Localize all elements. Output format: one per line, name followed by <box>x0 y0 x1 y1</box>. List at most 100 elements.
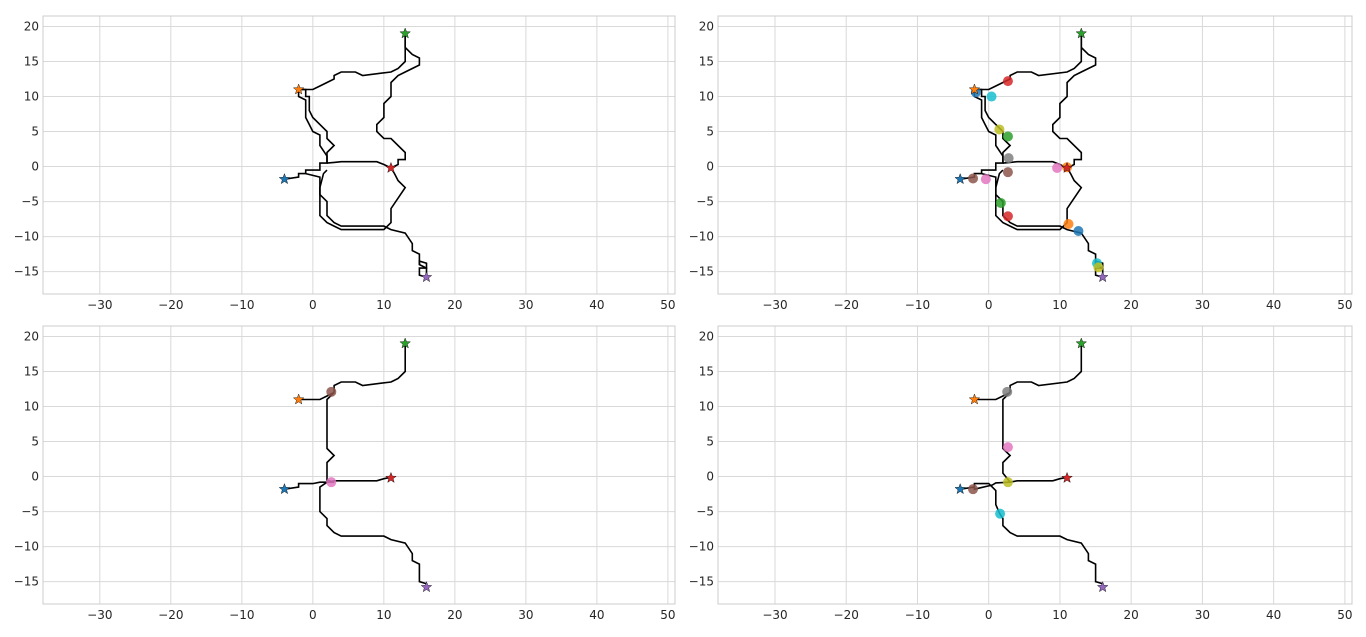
y-tick-label: 10 <box>699 400 714 414</box>
route-path <box>974 33 1083 91</box>
star-marker-blue <box>954 483 966 495</box>
chart-panel-bottom-left: −30 −20 −10 0 10 20 30 40 50 −15 −10 −5 0 5 10 15 20 <box>14 325 676 622</box>
route-path <box>319 167 407 231</box>
y-tick-label: 15 <box>699 365 714 379</box>
star-marker-green <box>399 337 411 349</box>
y-tick-label: 5 <box>706 435 714 449</box>
waypoint-marker <box>1002 211 1013 222</box>
y-tick-label: 5 <box>706 125 714 139</box>
y-tick-label: −10 <box>689 540 714 554</box>
route-path <box>326 476 392 483</box>
plot-area <box>278 337 433 593</box>
y-tick-label: −15 <box>14 575 39 589</box>
route-path <box>994 167 1083 231</box>
x-tick-label: −20 <box>834 298 859 312</box>
x-tick-label: 10 <box>1052 298 1067 312</box>
x-tick-label: 0 <box>309 608 317 622</box>
route-path <box>297 89 328 164</box>
waypoint-marker <box>995 197 1006 208</box>
x-tick-label: 20 <box>1124 298 1139 312</box>
x-tick-label: −20 <box>158 298 183 312</box>
y-tick-label: −5 <box>21 505 39 519</box>
y-tick-label: −10 <box>689 230 714 244</box>
y-tick-label: 20 <box>699 20 714 34</box>
x-tick-label: 50 <box>660 608 675 622</box>
x-tick-label: 30 <box>1195 298 1210 312</box>
waypoint-marker <box>1093 262 1104 273</box>
plot-area <box>954 337 1109 593</box>
route-path <box>298 33 407 91</box>
y-tick-label: −10 <box>14 540 39 554</box>
y-tick-label: 10 <box>24 400 39 414</box>
chart-panel-bottom-right: −30 −20 −10 0 10 20 30 40 50 −15 −10 −5 0 5 10 15 20 <box>689 325 1353 622</box>
waypoint-marker <box>1002 477 1013 488</box>
star-marker-orange <box>968 83 981 95</box>
x-tick-label: 10 <box>376 298 391 312</box>
route-path <box>960 482 1104 588</box>
waypoint-marker <box>1003 153 1014 164</box>
star-marker-blue <box>278 483 291 495</box>
x-tick-label: −20 <box>158 608 183 622</box>
y-tick-label: 0 <box>31 470 39 484</box>
x-tick-label: −10 <box>229 298 254 312</box>
y-tick-label: −5 <box>696 505 714 519</box>
x-tick-label: −10 <box>905 608 930 622</box>
x-tick-label: 20 <box>1124 608 1139 622</box>
route-path <box>973 89 1004 164</box>
x-tick-label: 0 <box>985 608 993 622</box>
star-marker-green <box>1075 337 1088 349</box>
route-path <box>1009 340 1083 393</box>
route-path <box>326 30 421 169</box>
star-marker-red <box>385 471 397 483</box>
star-marker-green <box>399 27 411 39</box>
star-marker-purple <box>1096 581 1109 593</box>
star-marker-orange <box>292 83 305 95</box>
waypoint-marker <box>1002 76 1013 87</box>
x-tick-label: 20 <box>447 608 462 622</box>
waypoint-marker <box>986 91 997 102</box>
y-tick-label: 15 <box>699 55 714 69</box>
x-tick-label: 20 <box>447 298 462 312</box>
plot-area <box>954 27 1109 283</box>
plot-area <box>278 27 433 283</box>
waypoint-marker <box>968 173 979 184</box>
y-tick-label: 15 <box>24 55 39 69</box>
waypoint-marker <box>968 484 979 495</box>
axes-frame <box>42 325 676 605</box>
y-tick-label: −5 <box>21 195 39 209</box>
route-path <box>418 260 428 278</box>
waypoint-marker <box>1063 218 1074 229</box>
star-marker-blue <box>278 173 291 185</box>
star-marker-orange <box>968 393 981 405</box>
x-tick-label: −10 <box>229 608 254 622</box>
x-tick-label: −30 <box>762 298 787 312</box>
waypoint-marker <box>1002 131 1013 142</box>
star-marker-purple <box>1096 271 1109 283</box>
y-tick-label: 5 <box>31 125 39 139</box>
star-marker-purple <box>420 271 433 283</box>
x-tick-label: 50 <box>660 298 675 312</box>
x-tick-label: 0 <box>985 298 993 312</box>
waypoint-marker <box>980 174 991 185</box>
route-path <box>319 481 428 588</box>
axes-frame <box>717 325 1353 605</box>
y-tick-label: −5 <box>696 195 714 209</box>
x-tick-label: 30 <box>518 298 533 312</box>
route-path <box>981 172 1104 278</box>
y-tick-label: 20 <box>699 330 714 344</box>
route-path <box>284 88 336 180</box>
chart-panel-top-left: −30 −20 −10 0 10 20 30 40 50 −15 −10 −5 0 5 10 15 20 <box>14 15 676 312</box>
waypoint-marker <box>994 124 1005 135</box>
x-tick-label: 40 <box>1266 298 1281 312</box>
star-marker-red <box>1061 161 1073 173</box>
y-tick-label: 20 <box>24 330 39 344</box>
axes-frame <box>42 15 676 295</box>
waypoint-marker <box>326 477 337 488</box>
x-tick-label: −30 <box>762 608 787 622</box>
y-tick-label: −15 <box>689 265 714 279</box>
route-path <box>960 88 1012 180</box>
y-tick-label: 20 <box>24 20 39 34</box>
y-tick-label: 0 <box>706 160 714 174</box>
waypoint-marker <box>1002 167 1013 178</box>
